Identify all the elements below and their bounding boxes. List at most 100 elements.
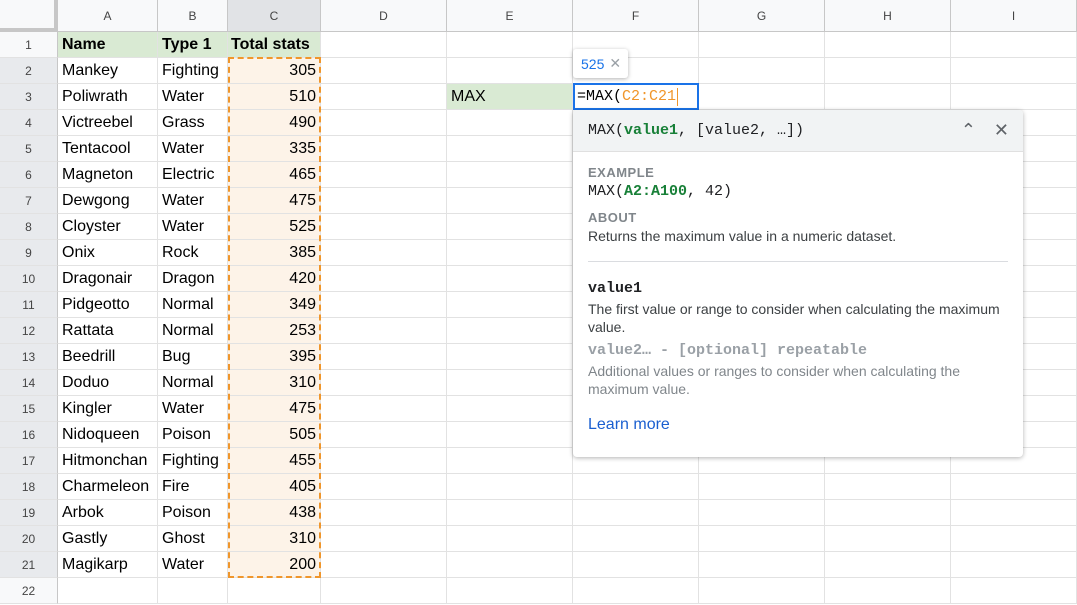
cell[interactable] <box>447 526 573 552</box>
row-header-22[interactable]: 22 <box>0 578 58 604</box>
cell[interactable]: 200 <box>228 552 321 578</box>
cell[interactable]: Hitmonchan <box>58 448 158 474</box>
cell[interactable] <box>321 162 447 188</box>
cell[interactable] <box>825 552 951 578</box>
max-label-cell[interactable]: MAX <box>447 84 573 110</box>
row-header-19[interactable]: 19 <box>0 500 58 526</box>
cell[interactable]: Poison <box>158 422 228 448</box>
cell[interactable]: Poliwrath <box>58 84 158 110</box>
cell[interactable]: Normal <box>158 370 228 396</box>
select-all-corner[interactable] <box>0 0 58 32</box>
cell[interactable]: Dragonair <box>58 266 158 292</box>
cell[interactable] <box>228 578 321 604</box>
cell[interactable]: Bug <box>158 344 228 370</box>
cell[interactable]: Gastly <box>58 526 158 552</box>
header-cell[interactable]: Total stats <box>228 32 321 58</box>
column-header-e[interactable]: E <box>447 0 573 32</box>
cell[interactable] <box>573 500 699 526</box>
cell[interactable] <box>447 422 573 448</box>
cell[interactable]: Water <box>158 188 228 214</box>
cell[interactable] <box>951 32 1077 58</box>
cell[interactable]: 475 <box>228 188 321 214</box>
cell[interactable] <box>825 474 951 500</box>
cell[interactable]: Ghost <box>158 526 228 552</box>
header-cell[interactable]: Type 1 <box>158 32 228 58</box>
cell[interactable]: Cloyster <box>58 214 158 240</box>
row-header-5[interactable]: 5 <box>0 136 58 162</box>
cell[interactable]: Tentacool <box>58 136 158 162</box>
column-header-c[interactable]: C <box>228 0 321 32</box>
cell[interactable]: Fire <box>158 474 228 500</box>
cell[interactable] <box>321 370 447 396</box>
cell[interactable] <box>447 110 573 136</box>
cell[interactable] <box>447 58 573 84</box>
cell[interactable]: 405 <box>228 474 321 500</box>
cell[interactable] <box>447 344 573 370</box>
cell[interactable] <box>321 422 447 448</box>
cell[interactable]: Rock <box>158 240 228 266</box>
cell[interactable] <box>573 448 699 474</box>
cell[interactable]: Kingler <box>58 396 158 422</box>
cell[interactable] <box>573 578 699 604</box>
cell[interactable] <box>699 474 825 500</box>
cell[interactable] <box>321 552 447 578</box>
formula-editor[interactable]: =MAX(C2:C21 <box>573 83 699 110</box>
cell[interactable] <box>447 448 573 474</box>
cell[interactable] <box>321 292 447 318</box>
cell[interactable]: 510 <box>228 84 321 110</box>
cell[interactable] <box>951 552 1077 578</box>
cell[interactable] <box>573 526 699 552</box>
cell[interactable] <box>573 474 699 500</box>
cell[interactable] <box>951 84 1077 110</box>
cell[interactable] <box>321 578 447 604</box>
cell[interactable] <box>321 136 447 162</box>
cell[interactable]: Onix <box>58 240 158 266</box>
cell[interactable] <box>321 448 447 474</box>
row-header-2[interactable]: 2 <box>0 58 58 84</box>
row-header-6[interactable]: 6 <box>0 162 58 188</box>
cell[interactable]: 335 <box>228 136 321 162</box>
cell[interactable] <box>951 526 1077 552</box>
cell[interactable] <box>447 162 573 188</box>
row-header-18[interactable]: 18 <box>0 474 58 500</box>
cell[interactable] <box>825 526 951 552</box>
row-header-11[interactable]: 11 <box>0 292 58 318</box>
row-header-12[interactable]: 12 <box>0 318 58 344</box>
cell[interactable]: Water <box>158 84 228 110</box>
cell[interactable]: 349 <box>228 292 321 318</box>
cell[interactable] <box>58 578 158 604</box>
cell[interactable] <box>699 448 825 474</box>
cell[interactable] <box>447 396 573 422</box>
cell[interactable]: Doduo <box>58 370 158 396</box>
column-header-f[interactable]: F <box>573 0 699 32</box>
cell[interactable]: 475 <box>228 396 321 422</box>
column-header-b[interactable]: B <box>158 0 228 32</box>
header-cell[interactable]: Name <box>58 32 158 58</box>
cell[interactable] <box>321 84 447 110</box>
cell[interactable] <box>321 214 447 240</box>
learn-more-link[interactable]: Learn more <box>588 416 670 433</box>
cell[interactable] <box>447 188 573 214</box>
collapse-chevron-up-icon[interactable]: ⌃ <box>960 120 976 140</box>
cell[interactable] <box>321 266 447 292</box>
cell[interactable] <box>447 500 573 526</box>
row-header-15[interactable]: 15 <box>0 396 58 422</box>
cell[interactable] <box>321 474 447 500</box>
cell[interactable]: 310 <box>228 370 321 396</box>
cell[interactable] <box>825 84 951 110</box>
cell[interactable]: Fighting <box>158 58 228 84</box>
cell[interactable] <box>951 578 1077 604</box>
cell[interactable]: Water <box>158 136 228 162</box>
cell[interactable]: Grass <box>158 110 228 136</box>
row-header-9[interactable]: 9 <box>0 240 58 266</box>
cell[interactable]: Arbok <box>58 500 158 526</box>
row-header-17[interactable]: 17 <box>0 448 58 474</box>
cell[interactable] <box>321 32 447 58</box>
column-header-d[interactable]: D <box>321 0 447 32</box>
column-header-h[interactable]: H <box>825 0 951 32</box>
cell[interactable]: 438 <box>228 500 321 526</box>
cell[interactable] <box>951 500 1077 526</box>
cell[interactable] <box>447 370 573 396</box>
row-header-16[interactable]: 16 <box>0 422 58 448</box>
row-header-21[interactable]: 21 <box>0 552 58 578</box>
